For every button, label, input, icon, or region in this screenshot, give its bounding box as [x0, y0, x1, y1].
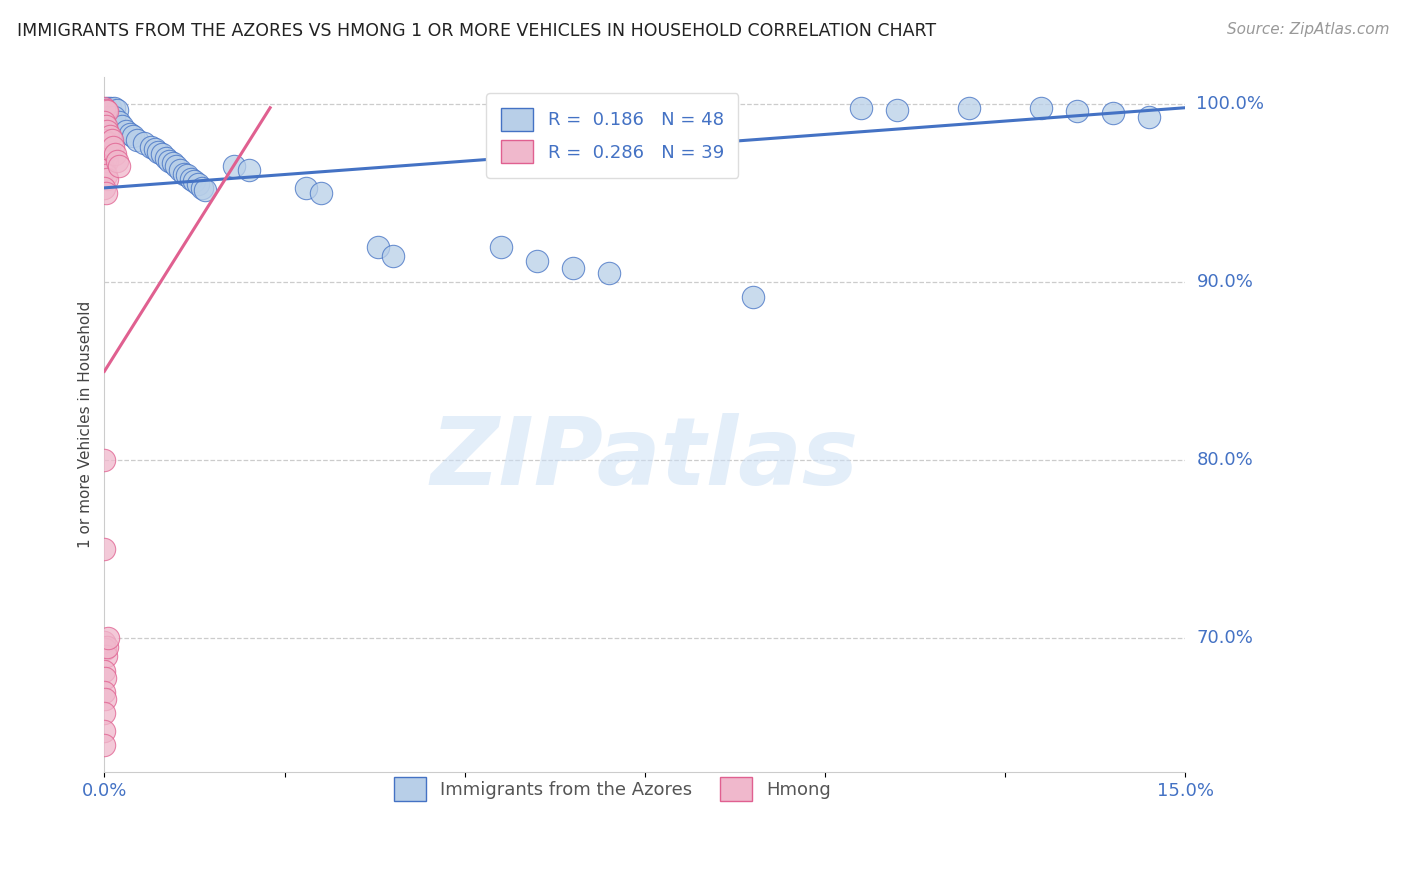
Point [105, 103, 128, 117]
Point [141, 140, 163, 154]
Point [98, 101, 121, 115]
Point [849, 101, 872, 115]
Point [94, 136, 117, 151]
Text: 70.0%: 70.0% [1197, 630, 1253, 648]
Point [98, 110, 121, 124]
Point [104, 147, 127, 161]
Point [103, 110, 125, 124]
Point [94, 671, 117, 685]
Point [132, 136, 155, 151]
Point [187, 178, 209, 192]
Point [122, 129, 145, 144]
Point [180, 172, 202, 186]
Point [94, 151, 117, 165]
Y-axis label: 1 or more Vehicles in Household: 1 or more Vehicles in Household [79, 301, 93, 549]
Point [93, 115, 115, 129]
Point [97, 136, 120, 151]
Point [222, 160, 245, 174]
Point [1137, 110, 1160, 124]
Point [93, 147, 115, 161]
Point [97, 632, 120, 646]
Point [96, 140, 118, 154]
Text: 90.0%: 90.0% [1197, 273, 1253, 292]
Point [173, 167, 195, 181]
Point [107, 115, 129, 129]
Point [94, 103, 117, 117]
Point [93, 133, 115, 147]
Point [118, 128, 141, 142]
Point [98, 129, 121, 144]
Point [101, 140, 124, 154]
Point [367, 240, 389, 254]
Point [94, 119, 117, 133]
Point [598, 266, 620, 280]
Point [162, 156, 184, 170]
Point [96, 172, 118, 186]
Point [93, 163, 115, 178]
Point [93, 453, 115, 467]
Point [1066, 104, 1088, 119]
Point [94, 642, 117, 657]
Point [183, 174, 205, 188]
Point [125, 133, 148, 147]
Point [98, 142, 121, 156]
Point [176, 169, 198, 183]
Point [105, 154, 128, 169]
Point [93, 542, 115, 557]
Point [526, 253, 548, 268]
Point [1102, 106, 1125, 120]
Point [93, 706, 115, 721]
Point [107, 160, 129, 174]
Point [194, 183, 217, 197]
Point [489, 240, 512, 254]
Point [93, 739, 115, 753]
Point [96, 110, 118, 124]
Point [742, 289, 765, 303]
Point [94, 649, 117, 664]
Point [93, 685, 115, 699]
Point [169, 163, 191, 178]
Point [93, 635, 115, 649]
Legend: Immigrants from the Azores, Hmong: Immigrants from the Azores, Hmong [380, 763, 846, 815]
Point [155, 151, 177, 165]
Point [561, 260, 583, 275]
Point [96, 124, 118, 138]
Point [1031, 101, 1053, 115]
Point [93, 101, 115, 115]
Point [94, 692, 117, 706]
Point [93, 724, 115, 739]
Text: 80.0%: 80.0% [1197, 451, 1253, 469]
Point [150, 147, 173, 161]
Point [96, 154, 118, 169]
Point [96, 640, 118, 655]
Point [886, 103, 908, 117]
Point [295, 181, 318, 195]
Point [957, 101, 980, 115]
Point [165, 160, 187, 174]
Text: IMMIGRANTS FROM THE AZORES VS HMONG 1 OR MORE VEHICLES IN HOUSEHOLD CORRELATION : IMMIGRANTS FROM THE AZORES VS HMONG 1 OR… [17, 22, 936, 40]
Point [96, 101, 118, 115]
Point [94, 186, 117, 201]
Point [148, 145, 170, 160]
Point [93, 664, 115, 678]
Point [381, 248, 404, 262]
Point [96, 104, 118, 119]
Point [103, 101, 125, 115]
Point [190, 181, 212, 195]
Point [143, 142, 166, 156]
Text: 100.0%: 100.0% [1197, 95, 1264, 113]
Point [100, 133, 122, 147]
Point [93, 181, 115, 195]
Point [111, 119, 134, 133]
Point [94, 169, 117, 183]
Text: ZIPatlas: ZIPatlas [430, 414, 859, 506]
Text: Source: ZipAtlas.com: Source: ZipAtlas.com [1226, 22, 1389, 37]
Point [238, 163, 260, 178]
Point [115, 124, 138, 138]
Point [157, 154, 180, 169]
Point [309, 186, 332, 201]
